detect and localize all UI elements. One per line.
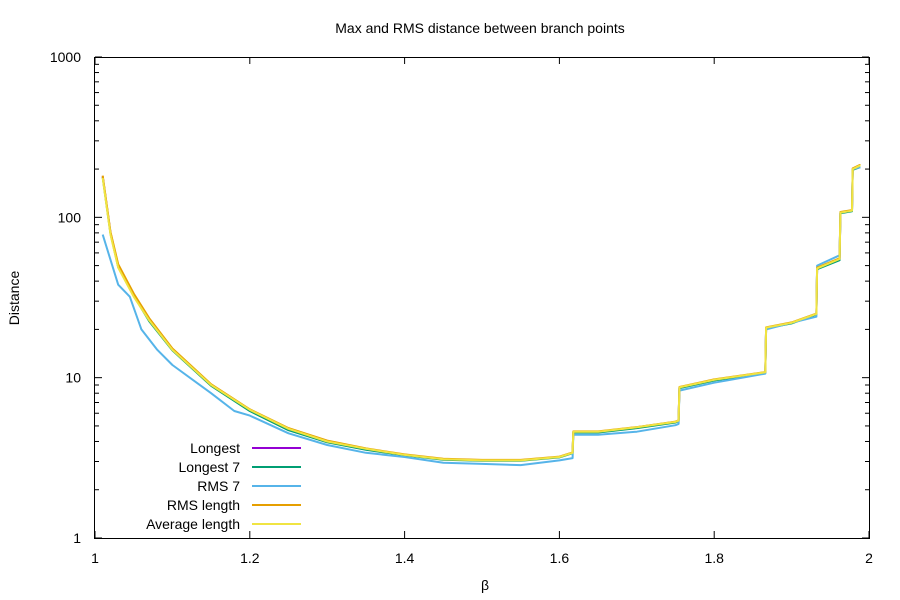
legend-label: Longest — [190, 440, 240, 456]
x-tick-label: 1 — [91, 550, 99, 566]
y-tick-label: 10 — [65, 370, 81, 386]
legend-label: Average length — [146, 516, 240, 532]
series-line-rms-7 — [101, 166, 861, 467]
series-line-average-length — [101, 164, 861, 462]
legend: Longest Longest 7 RMS 7 RMS length Average l… — [146, 440, 301, 532]
axis-ticks: 1 1.2 1.4 1.6 1.8 2 1 10 100 1000 — [50, 49, 873, 566]
x-tick-label: 1.2 — [240, 550, 260, 566]
x-tick-label: 1.4 — [395, 550, 415, 566]
series-lines — [101, 164, 861, 467]
y-tick-label: 1000 — [50, 49, 81, 65]
y-axis-label: Distance — [6, 271, 22, 326]
plot-frame — [94, 57, 870, 539]
x-axis-label: β — [481, 577, 489, 593]
chart-title: Max and RMS distance between branch poin… — [335, 20, 625, 36]
series-line-rms-length — [101, 164, 861, 461]
y-tick-label: 100 — [58, 209, 82, 225]
legend-label: Longest 7 — [179, 459, 241, 475]
legend-label: RMS length — [167, 497, 240, 513]
series-line-longest-7 — [101, 166, 861, 462]
x-tick-label: 1.6 — [550, 550, 570, 566]
x-tick-label: 1.8 — [704, 550, 724, 566]
y-tick-label: 1 — [73, 530, 81, 546]
x-tick-label: 2 — [865, 550, 873, 566]
legend-label: RMS 7 — [197, 478, 240, 494]
series-line-longest — [101, 164, 861, 462]
